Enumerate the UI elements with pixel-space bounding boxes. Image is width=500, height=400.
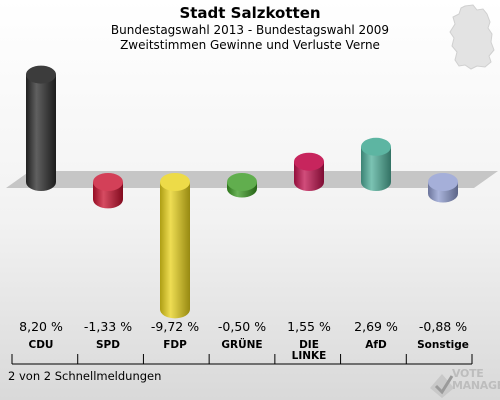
value-label: -0,88 % (419, 319, 467, 334)
bar-top-cap (227, 173, 257, 191)
bar-die-linke (294, 152, 324, 191)
bar-body (26, 74, 56, 182)
bar-body (160, 182, 190, 310)
bar-fdp (160, 173, 190, 319)
value-label: -0,50 % (218, 319, 266, 334)
category-label: DIE (299, 339, 319, 351)
vote-manager-logo-icon (430, 374, 454, 398)
logo-text-line2: MANAGER (452, 379, 500, 392)
bar-top-cap (26, 65, 56, 84)
category-label: GRÜNE (221, 337, 262, 351)
bar-afd (361, 137, 391, 191)
bar-bottom-cap (93, 190, 123, 209)
chart-title: Stadt Salzkotten (179, 4, 321, 22)
logo-text-line1: VOTE (452, 367, 484, 380)
bar-bottom-cap (26, 173, 56, 191)
bar-top-cap (361, 137, 391, 156)
category-label: CDU (29, 339, 54, 351)
bar-bottom-cap (294, 173, 324, 191)
value-label: -1,33 % (84, 319, 132, 334)
bar-bottom-cap (361, 173, 391, 191)
bar-cdu (26, 65, 56, 191)
bar-top-cap (160, 173, 190, 191)
bar-top-cap (93, 173, 123, 191)
category-label: LINKE (292, 350, 327, 362)
chart-subtitle: Bundestagswahl 2013 - Bundestagswahl 200… (110, 23, 390, 37)
chart-description: Zweitstimmen Gewinne und Verluste Verne (120, 38, 380, 52)
germany-map-icon (449, 4, 495, 70)
bar-grüne (227, 173, 257, 198)
value-label: 2,69 % (354, 319, 398, 334)
value-label: -9,72 % (151, 319, 199, 334)
bar-top-cap (428, 173, 458, 191)
bar-spd (93, 173, 123, 209)
footer-note: 2 von 2 Schnellmeldungen (8, 369, 162, 383)
category-label: SPD (96, 339, 120, 351)
category-label: AfD (365, 339, 387, 351)
value-label: 1,55 % (287, 319, 331, 334)
category-label: FDP (163, 339, 187, 351)
logo-text: VOTE MANAGER (452, 368, 500, 392)
value-label: 8,20 % (19, 319, 63, 334)
category-label: Sonstige (417, 339, 469, 351)
bar-sonstige (428, 173, 458, 203)
bar-top-cap (294, 152, 324, 171)
bar-bottom-cap (160, 300, 190, 319)
